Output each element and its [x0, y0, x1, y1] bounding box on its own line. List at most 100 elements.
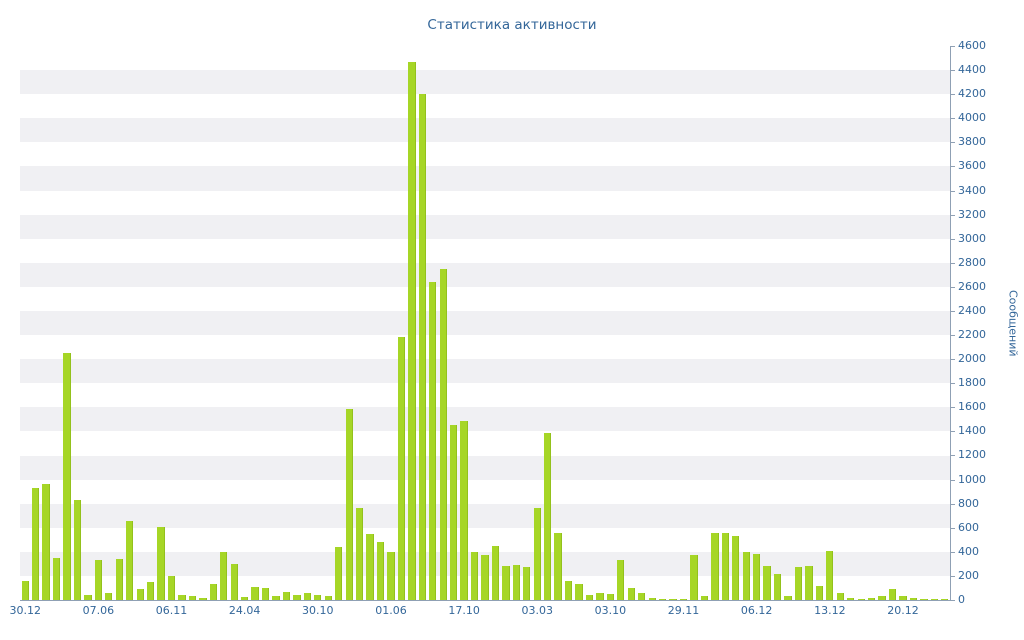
background-stripe [20, 503, 950, 528]
y-tick-label: 3600 [958, 159, 986, 173]
bar [669, 599, 677, 600]
bar [460, 420, 468, 600]
bar [251, 586, 259, 600]
bar [721, 532, 729, 600]
bar [167, 575, 176, 600]
bar [272, 595, 280, 600]
bar [157, 526, 165, 600]
y-tick-label: 1200 [958, 448, 986, 462]
y-axis-title: Сообщений [1006, 289, 1020, 357]
x-tick-label: 29.11 [667, 604, 700, 617]
bar [387, 551, 395, 600]
bar [742, 551, 750, 600]
y-tick-label: 3000 [958, 231, 986, 245]
bar [648, 597, 656, 600]
background-stripe [20, 118, 950, 143]
y-tick-label: 3800 [958, 135, 986, 149]
x-tick-label: 24.04 [228, 604, 261, 617]
y-tick-label: 600 [958, 520, 979, 534]
y-tick-mark [951, 286, 955, 288]
y-tick-mark [951, 46, 955, 47]
x-tick-label: 06.12 [740, 604, 773, 617]
bar [52, 557, 61, 600]
bar [564, 580, 573, 600]
y-tick-mark [951, 166, 955, 168]
background-stripe [20, 407, 950, 432]
bar [732, 536, 740, 600]
bar [345, 408, 353, 600]
bar [282, 591, 291, 600]
bar [188, 596, 197, 600]
bar [335, 547, 343, 600]
bar [784, 595, 792, 600]
bar [241, 597, 249, 600]
bar [303, 593, 311, 600]
x-tick-label: 03.03 [521, 604, 553, 617]
y-tick-label: 2600 [958, 279, 986, 293]
y-tick-label: 2200 [958, 328, 986, 342]
bar [658, 598, 667, 600]
bar [638, 592, 646, 600]
background-stripe [20, 70, 950, 95]
background-stripe [20, 262, 950, 287]
bar [314, 595, 322, 600]
bar [408, 61, 416, 600]
bar [888, 589, 897, 600]
y-tick-mark [951, 479, 955, 481]
x-tick-label: 07.06 [82, 604, 115, 617]
chart-title: Статистика активности [427, 17, 597, 33]
bar [429, 282, 437, 600]
y-tick-mark [951, 431, 955, 433]
y-tick-label: 1600 [958, 400, 986, 414]
x-tick-label: 13.12 [814, 604, 846, 617]
y-tick-label: 800 [958, 496, 979, 510]
bar [585, 595, 594, 600]
bar [617, 560, 625, 600]
y-tick-label: 4000 [958, 111, 986, 125]
bar [32, 488, 40, 600]
bar [73, 500, 82, 600]
bar [878, 596, 886, 600]
bar [930, 599, 938, 600]
y-tick-label: 1400 [958, 424, 986, 438]
bar [293, 594, 301, 600]
bar [857, 598, 865, 600]
y-tick-mark [951, 383, 955, 385]
bar [178, 595, 186, 600]
bar [544, 432, 552, 600]
bar [220, 551, 228, 600]
bar [126, 520, 134, 600]
plot-area [20, 46, 951, 601]
bar [397, 337, 406, 600]
background-stripe [20, 310, 950, 336]
bar [470, 551, 479, 600]
y-tick-mark [951, 94, 955, 96]
bar [136, 589, 144, 600]
bar [826, 550, 834, 600]
bar [606, 593, 615, 600]
x-axis: 30.12 07.06 06.11 24.04 30.10 01.06 17.10 03.03… [9, 604, 950, 620]
x-tick-label: 17.10 [448, 604, 480, 617]
y-tick-mark [951, 262, 955, 264]
y-tick-mark [951, 238, 955, 240]
bar [690, 555, 698, 600]
y-tick-label: 2800 [958, 255, 986, 269]
bar [94, 560, 103, 600]
y-tick-label: 1800 [958, 376, 986, 390]
bar [105, 592, 113, 600]
bar [523, 567, 531, 600]
bar [700, 596, 709, 600]
bar [418, 94, 426, 600]
bar [512, 565, 520, 600]
bar [146, 581, 155, 600]
background-stripe [20, 214, 950, 239]
y-tick-label: 0 [958, 593, 965, 606]
bar [355, 508, 364, 600]
y-tick-label: 2000 [958, 352, 986, 366]
bar [815, 585, 824, 600]
bar [753, 554, 761, 600]
y-tick-mark [951, 527, 955, 529]
bar [21, 580, 29, 600]
bar [84, 595, 92, 600]
y-tick-mark [951, 551, 955, 553]
